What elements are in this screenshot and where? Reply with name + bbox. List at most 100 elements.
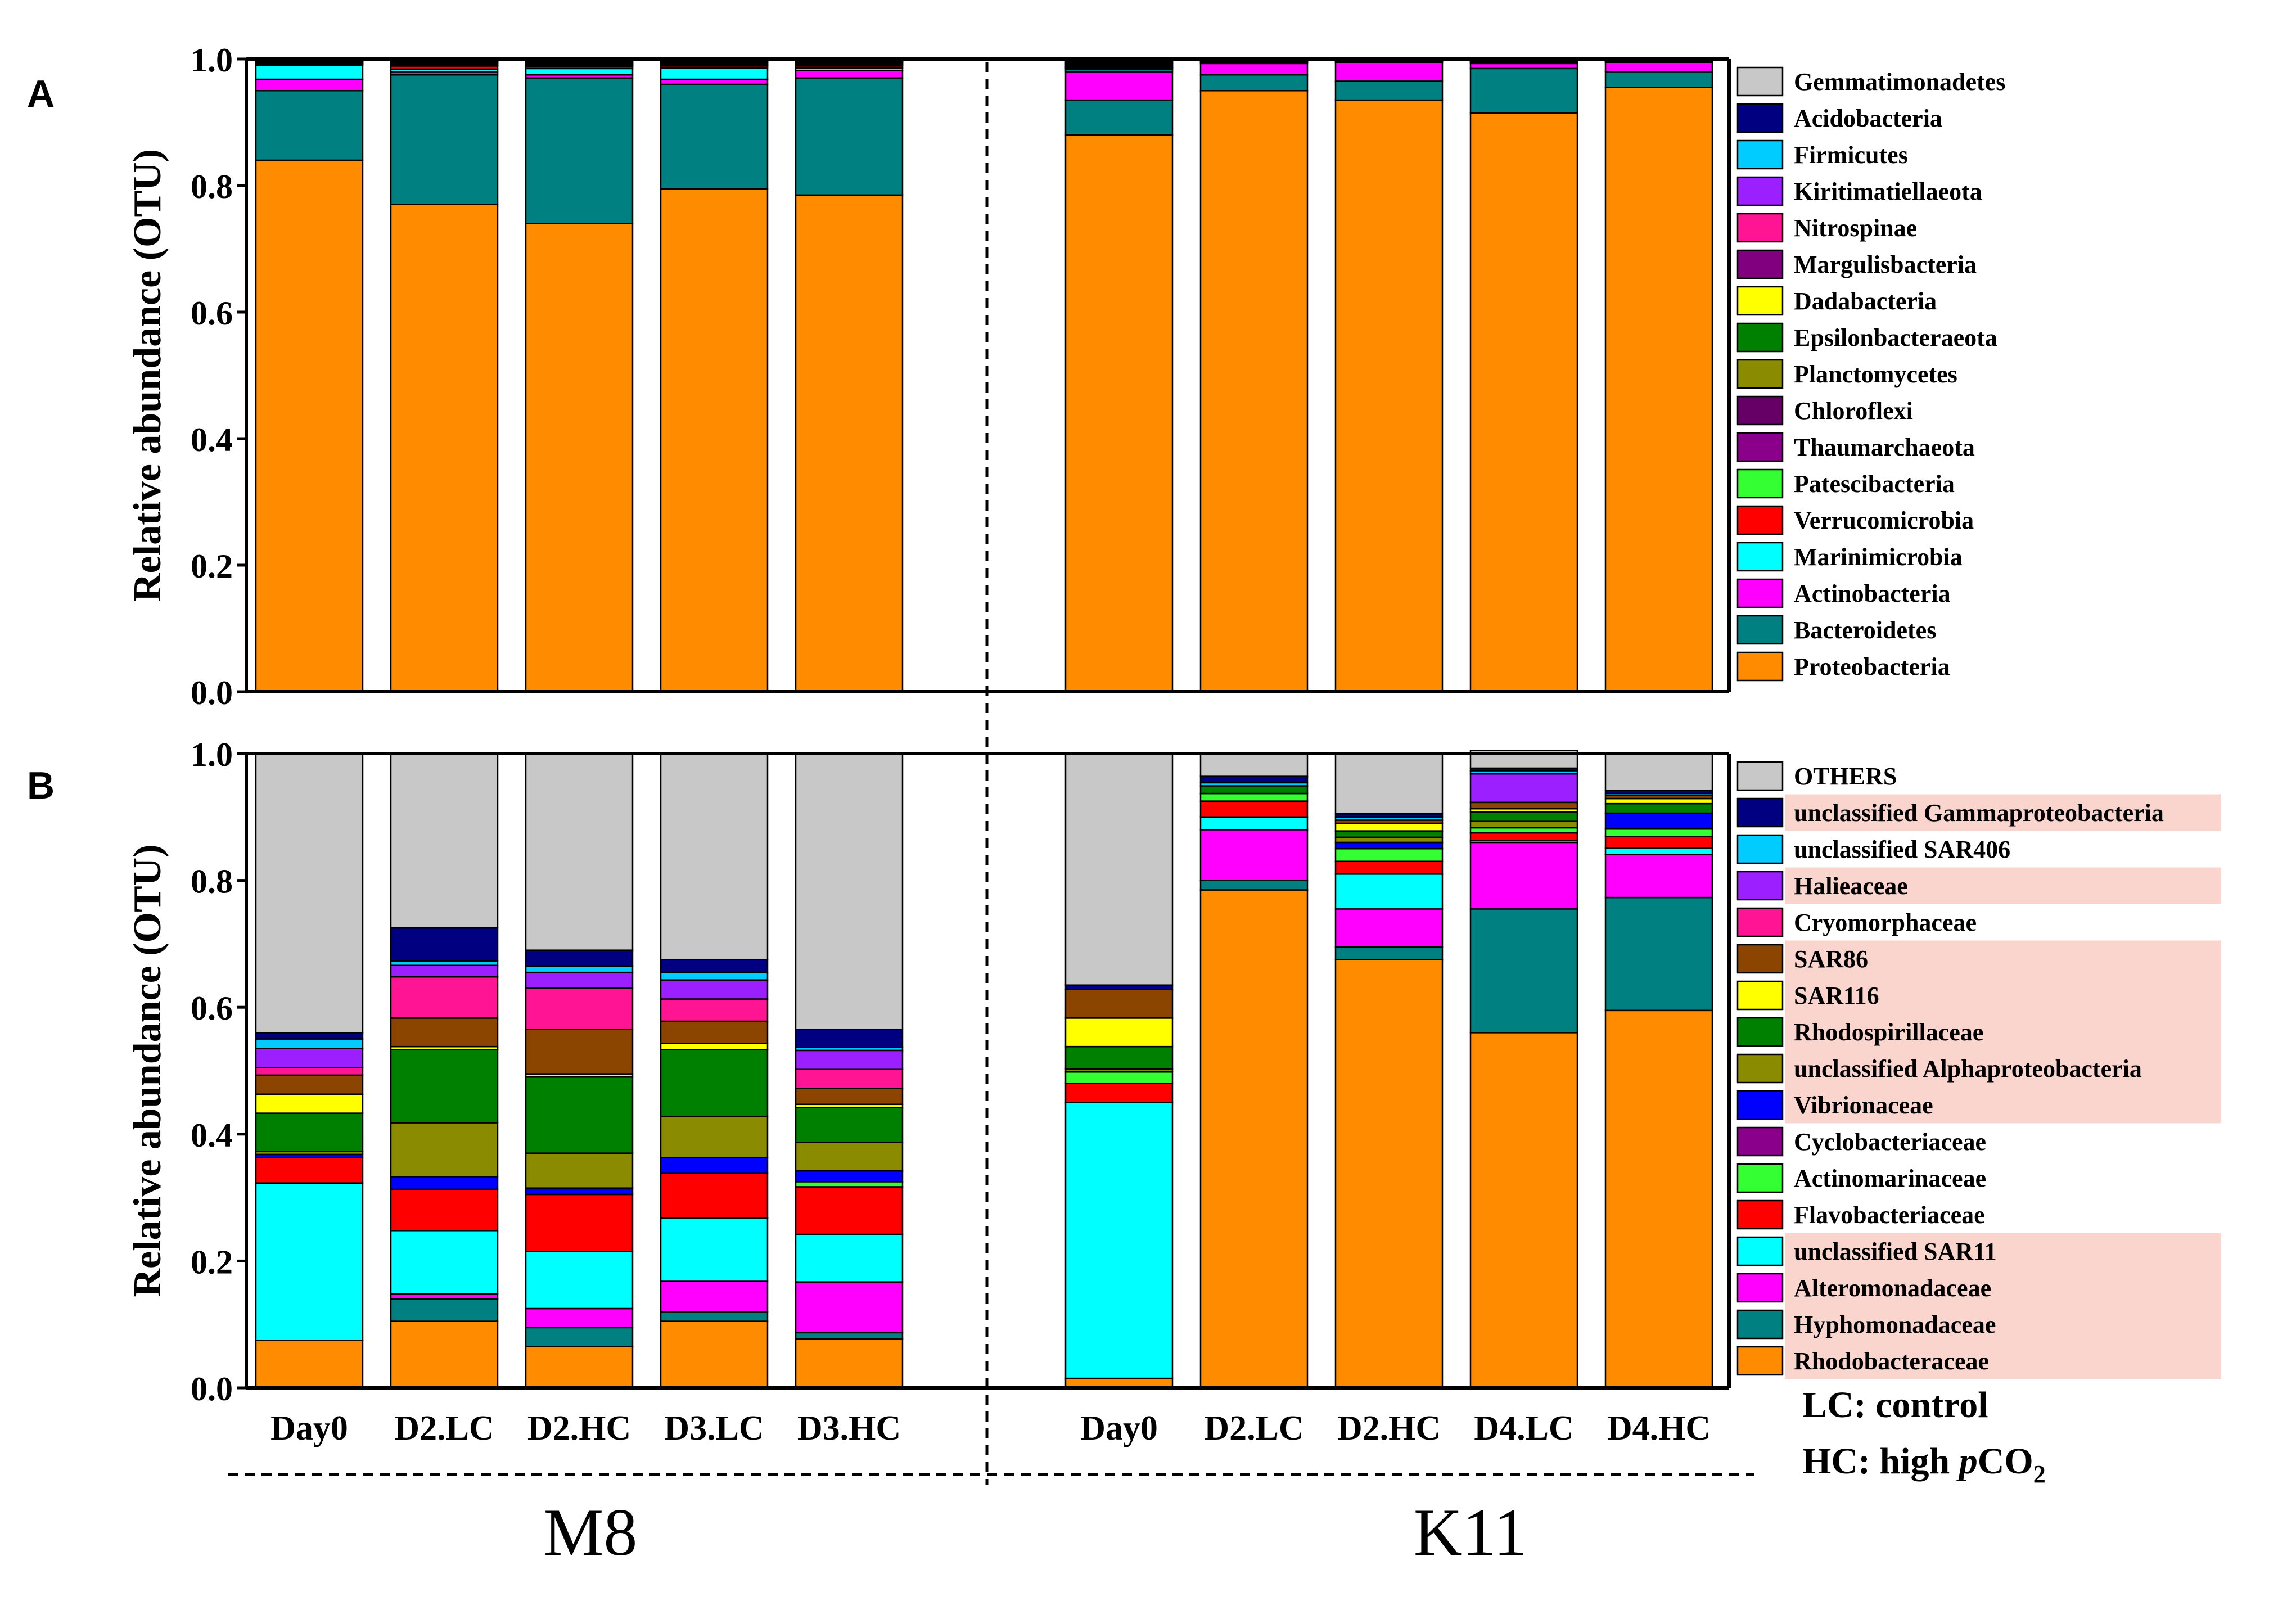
chart-b-segment-sar86-4	[795, 1088, 904, 1106]
chart-b-legend-highlight-unclassified-sar11	[1785, 1233, 2221, 1270]
chart-b-segment-halieaceae-8	[1469, 773, 1578, 804]
chart-b-segment-rhodobacteraceae-3	[660, 1320, 769, 1389]
chart-b-legend-swatch-halieaceae	[1736, 871, 1784, 901]
chart-b-y-tick-label-0: 0.0	[191, 1370, 233, 1408]
chart-a-y-tick-label-5: 1.0	[191, 42, 233, 79]
chart-b-segment-alteromonadaceae-4	[795, 1281, 904, 1334]
chart-b-legend-swatch-actinomarinaceae	[1736, 1163, 1784, 1193]
chart-b-segment-cryomorphaceae-0	[255, 1067, 364, 1076]
chart-b-segment-rhodospirillaceae-8	[1469, 811, 1578, 822]
chart-b-segment-cryomorphaceae-2	[525, 987, 634, 1030]
chart-b-legend-swatch-flavobacteriaceae	[1736, 1199, 1784, 1230]
chart-b-x-tick-label-1: D2.LC	[394, 1409, 494, 1447]
chart-panel-b: 0.0 0.2 0.4 0.6 0.8 1.0 Relative abundance (OT…	[126, 736, 1731, 1447]
legend-panel-a: Gemmatimonadetes Acidobacteria Firmicutes K…	[1736, 66, 2005, 682]
chart-b-segment-rhodospirillaceae-4	[795, 1107, 904, 1143]
chart-b-legend-label-unclassified-alphaproteobacteria: unclassified Alphaproteobacteria	[1794, 1055, 2142, 1083]
note-hc-p: p	[1956, 1441, 1978, 1482]
chart-b-segment-rhodobacteraceae-0	[255, 1340, 364, 1389]
chart-a-segment-proteobacteria-8	[1469, 112, 1578, 693]
chart-a-y-tick-label-3: 0.6	[191, 295, 233, 332]
chart-b-legend-label-halieaceae: Halieaceae	[1794, 872, 1908, 900]
chart-a-legend-swatch-dadabacteria	[1736, 286, 1784, 316]
chart-a-legend-swatch-kiritimatiellaeota	[1736, 176, 1784, 206]
chart-b-segment-others-5	[1064, 752, 1174, 986]
note-hc-co: CO	[1978, 1441, 2033, 1482]
chart-b-segment-halieaceae-3	[660, 979, 769, 1000]
chart-a-segment-bacteroidetes-7	[1334, 80, 1444, 101]
chart-b-segment-halieaceae-1	[390, 964, 499, 978]
chart-b-segment-others-3	[660, 752, 769, 960]
chart-b-segment-cryomorphaceae-3	[660, 998, 769, 1022]
chart-b-segment-sar116-3	[660, 1043, 769, 1051]
chart-b-segment-flavobacteriaceae-4	[795, 1186, 904, 1235]
chart-b-segment-sar116-7	[1334, 822, 1444, 832]
chart-a-legend-label-gemmatimonadetes: Gemmatimonadetes	[1794, 68, 2005, 96]
chart-a-segment-marinimicrobia-3	[660, 67, 769, 80]
chart-panel-a: 0.0 0.2 0.4 0.6 0.8 1.0 Relative abundance (OT…	[126, 42, 1731, 711]
chart-b-segment-sar116-5	[1064, 1017, 1174, 1048]
chart-b-segment-sar116-9	[1604, 797, 1713, 805]
chart-b-legend-label-others: OTHERS	[1794, 763, 1897, 790]
chart-b-legend-label-unclassified-sar406: unclassified SAR406	[1794, 836, 2010, 863]
chart-b-legend-label-alteromonadaceae: Alteromonadaceae	[1794, 1274, 1991, 1302]
chart-a-legend-label-acidobacteria: Acidobacteria	[1794, 105, 1942, 132]
chart-b-segment-unclassified-gammaproteobacteria-2	[525, 949, 634, 967]
chart-b-segment-unclassified-alphaproteobacteria-1	[390, 1122, 499, 1178]
chart-b-legend-swatch-sar86	[1736, 944, 1784, 974]
chart-b-segment-others-7	[1334, 752, 1444, 815]
chart-b-segment-unclassified-gammaproteobacteria-4	[795, 1029, 904, 1048]
chart-a-segment-actinobacteria-8	[1469, 62, 1578, 70]
chart-b-legend-highlight-alteromonadaceae	[1785, 1269, 2221, 1306]
chart-b-legend-label-cyclobacteriaceae: Cyclobacteriaceae	[1794, 1128, 1986, 1156]
chart-a-segment-proteobacteria-0	[255, 159, 364, 693]
chart-b-segment-rhodospirillaceae-5	[1064, 1045, 1174, 1070]
chart-a-legend-label-dadabacteria: Dadabacteria	[1794, 287, 1937, 315]
chart-a-segment-marinimicrobia-0	[255, 65, 364, 80]
chart-b-segment-halieaceae-4	[795, 1049, 904, 1070]
chart-a-segment-proteobacteria-7	[1334, 99, 1444, 693]
chart-b-segment-rhodobacteraceae-6	[1199, 889, 1309, 1389]
chart-b-segment-rhodobacteraceae-4	[795, 1338, 904, 1389]
chart-b-x-tick-label-6: D2.LC	[1204, 1409, 1303, 1447]
chart-b-y-tick-label-1: 0.2	[191, 1243, 233, 1280]
chart-b-x-tick-label-9: D4.HC	[1607, 1409, 1711, 1447]
chart-a-segment-bacteroidetes-5	[1064, 99, 1174, 136]
chart-b-segment-hyphomonadaceae-4	[795, 1332, 904, 1340]
chart-b-segment-flavobacteriaceae-8	[1469, 832, 1578, 841]
chart-a-y-tick-label-4: 0.8	[191, 168, 233, 205]
legend-highlights	[1785, 794, 2221, 1379]
note-hc-prefix: HC: high	[1802, 1441, 1959, 1482]
chart-a-segment-proteobacteria-3	[660, 188, 769, 693]
chart-b-y-tick-label-5: 1.0	[191, 736, 233, 773]
chart-b-legend-swatch-unclassified-sar11	[1736, 1236, 1784, 1266]
chart-b-segment-sar86-3	[660, 1020, 769, 1044]
chart-b-segment-hyphomonadaceae-7	[1334, 946, 1444, 960]
chart-a-legend-label-kiritimatiellaeota: Kiritimatiellaeota	[1794, 178, 1982, 205]
chart-b-segment-flavobacteriaceae-1	[390, 1188, 499, 1232]
chart-b-legend-swatch-alteromonadaceae	[1736, 1273, 1784, 1303]
chart-b-legend-highlight-unclassified-gammaproteobacteria	[1785, 794, 2221, 831]
chart-b-segment-hyphomonadaceae-9	[1604, 896, 1713, 1012]
chart-a-y-tick-label-1: 0.2	[191, 548, 233, 585]
chart-b-segment-hyphomonadaceae-2	[525, 1327, 634, 1347]
chart-b-segment-actinomarinaceae-8	[1469, 827, 1578, 834]
chart-b-segment-cryomorphaceae-4	[795, 1068, 904, 1089]
chart-b-segment-vibrionaceae-7	[1334, 841, 1444, 850]
chart-b-legend-label-sar116: SAR116	[1794, 982, 1879, 1009]
chart-b-segment-flavobacteriaceae-6	[1199, 800, 1309, 818]
chart-b-segment-unclassified-sar11-1	[390, 1230, 499, 1295]
chart-b-segment-rhodospirillaceae-1	[390, 1049, 499, 1124]
chart-b-segment-flavobacteriaceae-2	[525, 1193, 634, 1252]
chart-b-segment-rhodobacteraceae-1	[390, 1320, 499, 1389]
chart-b-segment-flavobacteriaceae-3	[660, 1172, 769, 1219]
chart-a-segment-actinobacteria-7	[1334, 61, 1444, 82]
chart-a-legend-label-verrucomicrobia: Verrucomicrobia	[1794, 507, 1974, 534]
chart-b-legend-label-hyphomonadaceae: Hyphomonadaceae	[1794, 1311, 1996, 1338]
chart-b-segment-unclassified-sar406-3	[660, 971, 769, 981]
chart-a-legend-swatch-bacteroidetes	[1736, 615, 1784, 645]
chart-a-segment-bacteroidetes-8	[1469, 67, 1578, 114]
chart-b-segment-actinomarinaceae-6	[1199, 792, 1309, 802]
chart-a-legend-label-chloroflexi: Chloroflexi	[1794, 397, 1913, 425]
